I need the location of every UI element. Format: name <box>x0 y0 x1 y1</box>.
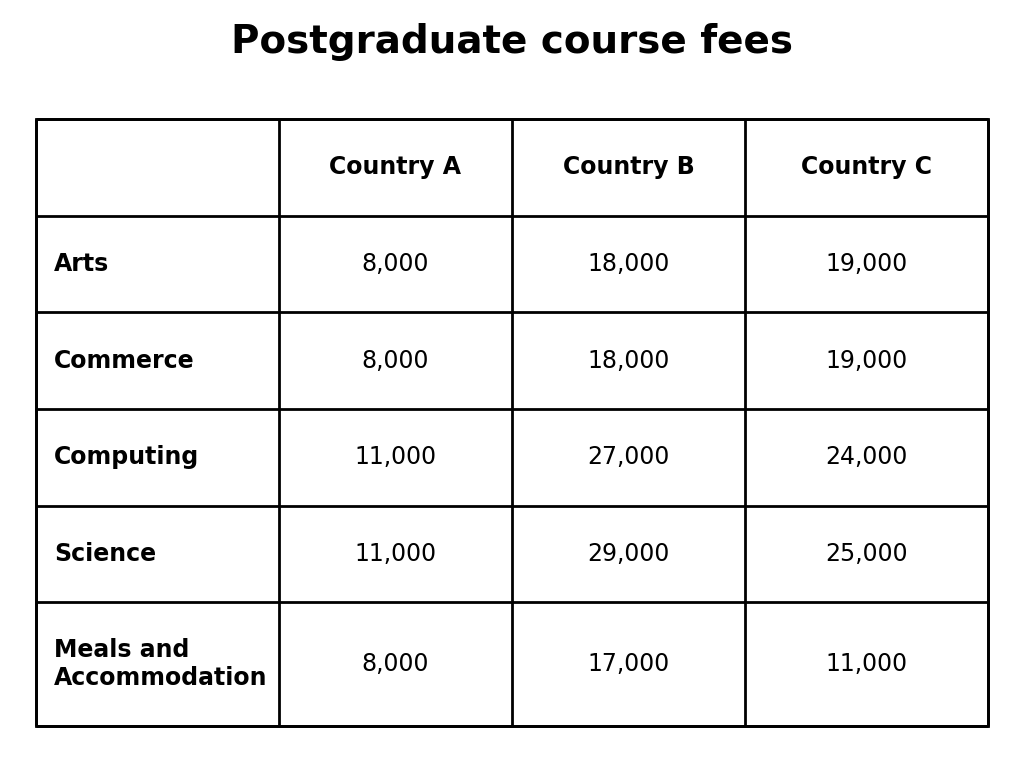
Text: 18,000: 18,000 <box>588 349 670 372</box>
Text: 19,000: 19,000 <box>825 349 908 372</box>
Text: 19,000: 19,000 <box>825 252 908 276</box>
Text: Arts: Arts <box>54 252 110 276</box>
Text: Meals and
Accommodation: Meals and Accommodation <box>54 638 267 690</box>
Text: 24,000: 24,000 <box>825 445 908 469</box>
Text: 11,000: 11,000 <box>825 652 908 676</box>
Text: Country A: Country A <box>330 155 462 180</box>
Text: Computing: Computing <box>54 445 200 469</box>
Text: 27,000: 27,000 <box>588 445 670 469</box>
Text: 8,000: 8,000 <box>361 652 429 676</box>
Text: 17,000: 17,000 <box>588 652 670 676</box>
Text: 18,000: 18,000 <box>588 252 670 276</box>
Text: Postgraduate course fees: Postgraduate course fees <box>231 23 793 61</box>
Text: 11,000: 11,000 <box>354 542 436 566</box>
Text: 29,000: 29,000 <box>588 542 670 566</box>
Bar <box>36 119 988 726</box>
Text: Country B: Country B <box>563 155 694 180</box>
Text: 8,000: 8,000 <box>361 252 429 276</box>
Text: 8,000: 8,000 <box>361 349 429 372</box>
Text: 25,000: 25,000 <box>825 542 908 566</box>
Text: Commerce: Commerce <box>54 349 195 372</box>
Text: Country C: Country C <box>801 155 932 180</box>
Text: 11,000: 11,000 <box>354 445 436 469</box>
Text: Science: Science <box>54 542 157 566</box>
